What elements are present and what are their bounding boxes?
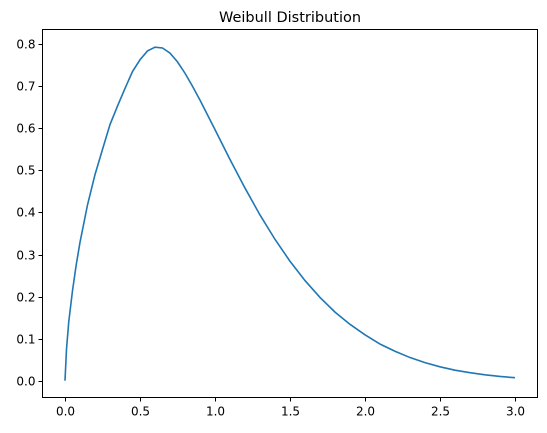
y-axis: 0.0 0.1 0.2 0.3 0.4 0.5 0.6 0.7 0.8: [16, 38, 43, 389]
plot-area: [42, 29, 538, 398]
axes-frame: [42, 29, 538, 398]
x-tick-label: 0.5: [131, 405, 150, 419]
y-tick-label: 0.8: [16, 38, 35, 52]
x-tick-label: 0.0: [56, 405, 75, 419]
y-tick-label: 0.6: [16, 122, 35, 136]
y-tick-label: 0.3: [16, 249, 35, 263]
x-tick-label: 2.5: [431, 405, 450, 419]
chart-title: Weibull Distribution: [219, 10, 361, 26]
x-axis: 0.0 0.5 1.0 1.5 2.0 2.5 3.0: [56, 397, 525, 419]
x-tick-label: 2.0: [356, 405, 375, 419]
y-tick-label: 0.2: [16, 291, 35, 305]
y-tick-label: 0.1: [16, 333, 35, 347]
y-tick-label: 0.5: [16, 164, 35, 178]
y-tick-label: 0.0: [16, 375, 35, 389]
x-tick-label: 1.5: [281, 405, 300, 419]
y-tick-label: 0.7: [16, 80, 35, 94]
y-tick-label: 0.4: [16, 206, 35, 220]
series-line: [64, 46, 516, 381]
x-tick-label: 3.0: [506, 405, 525, 419]
x-tick-label: 1.0: [206, 405, 225, 419]
